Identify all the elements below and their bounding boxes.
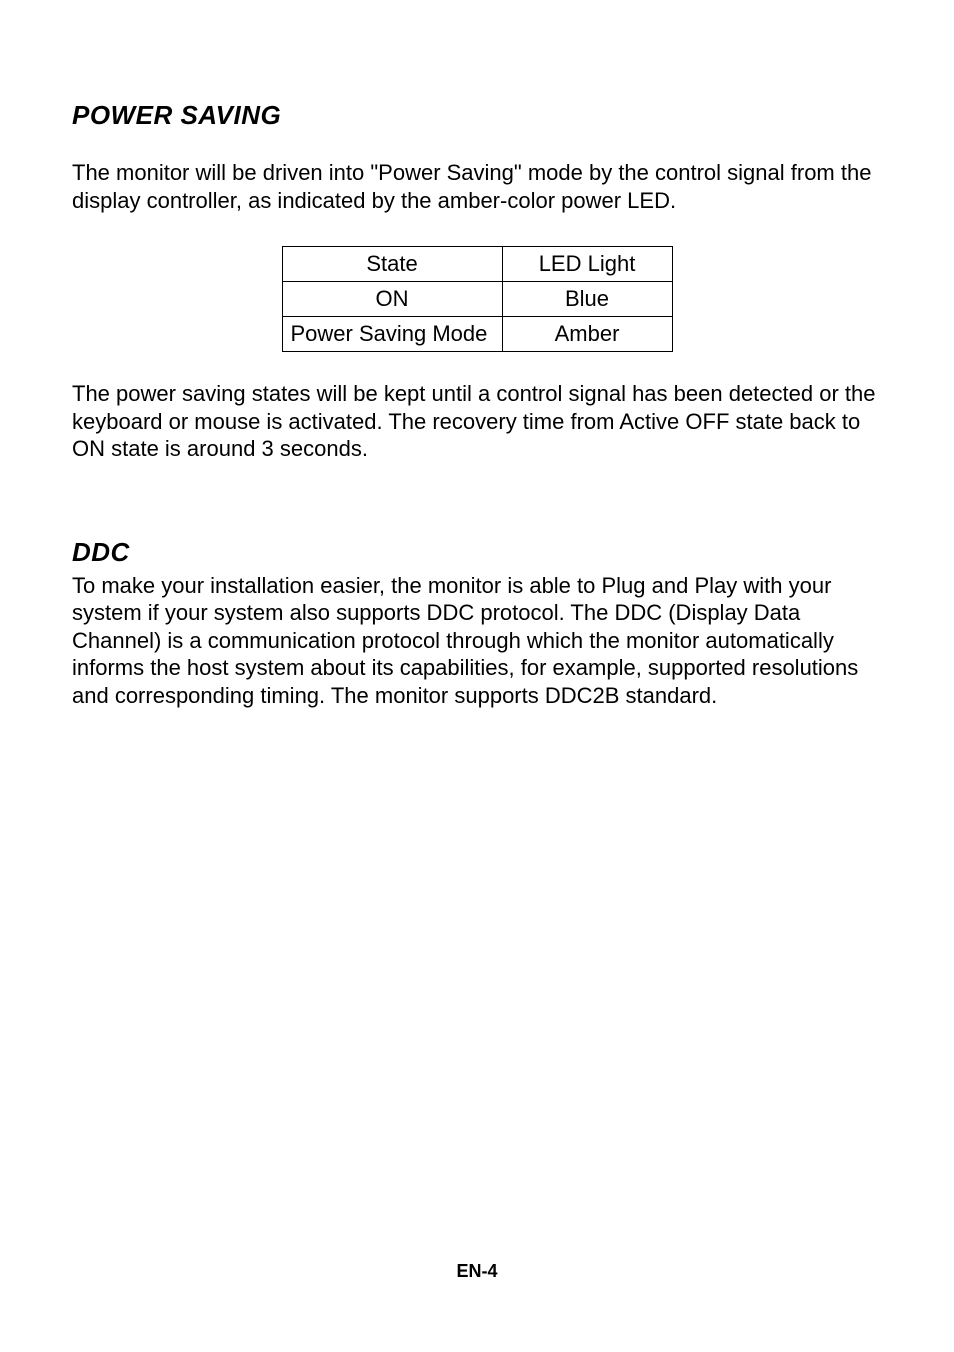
header-state: State — [282, 247, 502, 282]
power-saving-outro: The power saving states will be kept unt… — [72, 380, 882, 463]
power-saving-intro: The monitor will be driven into "Power S… — [72, 159, 882, 214]
header-led: LED Light — [502, 247, 672, 282]
led-table: State LED Light ON Blue Power Saving Mod… — [282, 246, 673, 352]
page-footer: EN-4 — [0, 1261, 954, 1282]
ddc-heading: DDC — [72, 537, 882, 568]
cell-state-1: Power Saving Mode — [282, 317, 502, 352]
cell-state-0: ON — [282, 282, 502, 317]
table-row: ON Blue — [282, 282, 672, 317]
led-table-container: State LED Light ON Blue Power Saving Mod… — [72, 246, 882, 352]
cell-led-0: Blue — [502, 282, 672, 317]
ddc-body: To make your installation easier, the mo… — [72, 572, 882, 710]
table-header-row: State LED Light — [282, 247, 672, 282]
table-row: Power Saving Mode Amber — [282, 317, 672, 352]
power-saving-heading: POWER SAVING — [72, 100, 882, 131]
cell-led-1: Amber — [502, 317, 672, 352]
